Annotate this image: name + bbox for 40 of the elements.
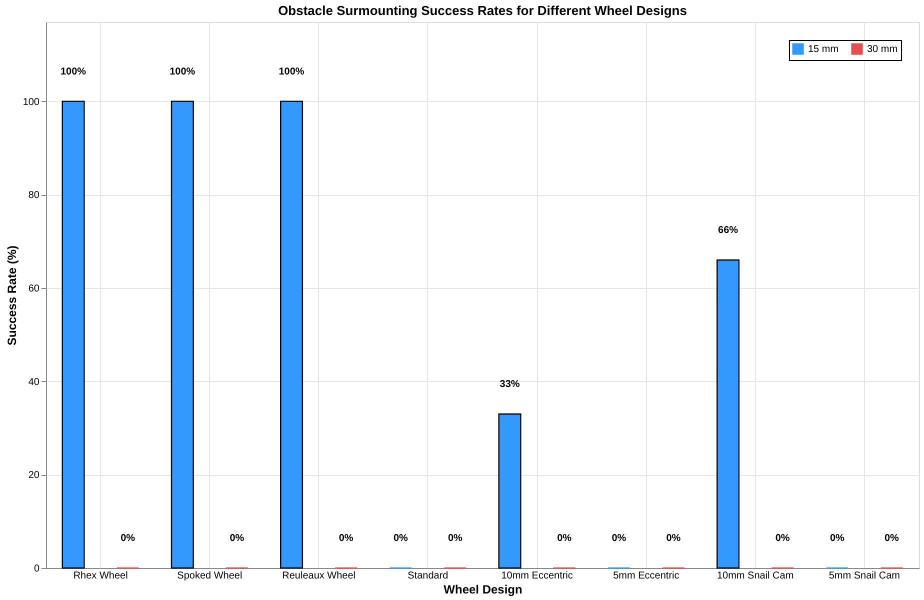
chart-title: Obstacle Surmounting Success Rates for Different Wheel Designs: [278, 3, 687, 18]
data-label: 0%: [612, 533, 626, 544]
data-label: 0%: [830, 533, 844, 544]
bar: [498, 413, 522, 569]
legend-label: 30 mm: [867, 44, 898, 55]
data-label: 66%: [718, 225, 738, 236]
x-tick-label: 10mm Snail Cam: [716, 570, 794, 582]
y-tick-label: 100: [22, 96, 40, 108]
bar: [62, 100, 85, 569]
legend-label: 15 mm: [808, 44, 839, 55]
data-label: 100%: [170, 66, 196, 78]
x-tick-label: Spoked Wheel: [177, 570, 242, 582]
data-label: 0%: [775, 533, 790, 544]
x-tick-label: Rhex Wheel: [73, 570, 128, 582]
data-label: 0%: [884, 533, 900, 544]
y-tick-label: 80: [28, 190, 40, 202]
data-label: 0%: [230, 533, 244, 544]
y-tick-label: 60: [28, 284, 40, 294]
bar: [280, 100, 304, 569]
x-tick-label: 5mm Snail Cam: [828, 570, 900, 582]
x-axis-title: Wheel Design: [444, 582, 522, 596]
y-tick-label: 0: [34, 564, 40, 574]
x-tick-label: 10mm Eccentric: [501, 570, 573, 582]
data-label: 33%: [500, 379, 520, 390]
y-tick-label: 20: [28, 470, 40, 482]
data-label: 0%: [448, 533, 463, 544]
data-label: 100%: [278, 66, 304, 78]
x-tick-label: Reuleaux Wheel: [282, 570, 356, 582]
x-tick-label: Standard: [408, 570, 448, 582]
data-label: 100%: [60, 66, 86, 78]
x-tick-label: 5mm Eccentric: [613, 570, 680, 582]
data-label: 0%: [120, 533, 136, 544]
bar: [170, 100, 194, 569]
bar: [716, 259, 740, 569]
y-axis-title: Success Rate (%): [4, 245, 19, 346]
y-tick-label: 40: [28, 376, 40, 388]
data-label: 0%: [666, 533, 681, 544]
data-label: 0%: [338, 533, 354, 544]
data-label: 0%: [557, 533, 572, 544]
data-label: 0%: [393, 533, 408, 544]
